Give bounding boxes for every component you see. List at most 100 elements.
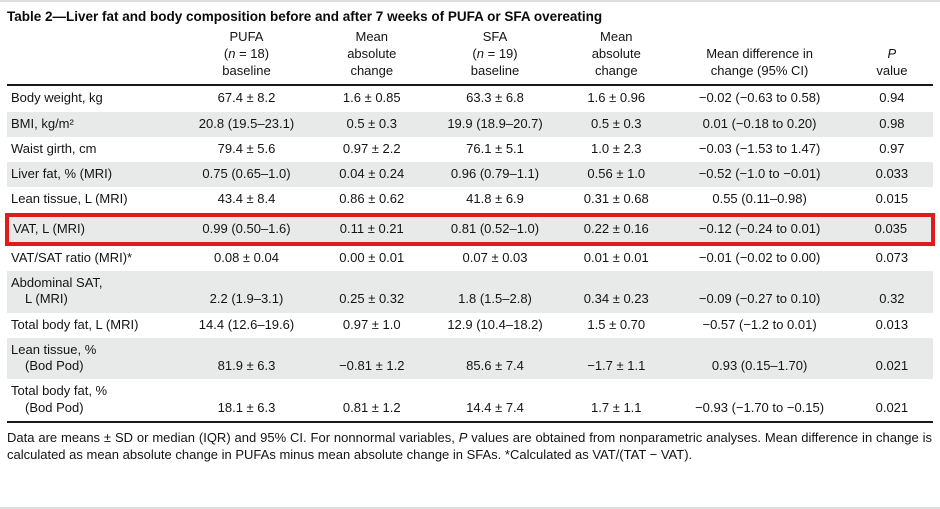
data-cell: 79.4 ± 5.6: [217, 140, 276, 156]
data-cell: 76.1 ± 5.1: [466, 140, 524, 156]
row-label: Total body fat, L (MRI): [11, 316, 139, 332]
data-cell: −0.03 (−1.53 to 1.47): [698, 140, 821, 156]
data-cell: 0.93 (0.15–1.70): [668, 337, 851, 380]
row-label: Waist girth, cm: [11, 140, 97, 156]
column-header-4: Mean absolute change: [564, 27, 669, 87]
data-cell: 0.021: [850, 337, 933, 380]
table-row: Liver fat, % (MRI) 0.75 (0.65–1.0) 0.04 ± …: [7, 162, 933, 188]
data-cell: 0.035: [850, 212, 936, 246]
data-cell: 0.01 (−0.18 to 0.20): [668, 111, 851, 137]
table-row: Waist girth, cm 79.4 ± 5.6 0.97 ± 2.2 76.1 …: [7, 137, 933, 162]
table-footnote: Data are means ± SD or median (IQR) and …: [7, 429, 932, 463]
data-cell: 0.015: [875, 191, 909, 207]
data-cell: 19.9 (18.9–20.7): [425, 111, 565, 137]
data-cell: 0.04 ± 0.24: [317, 162, 426, 188]
column-header-5: Mean difference in change (95% CI): [668, 27, 851, 87]
data-cell: 20.8 (19.5–23.1): [175, 111, 318, 137]
data-cell: −0.01 (−0.02 to 0.00): [698, 249, 821, 265]
data-cell: 0.22 ± 0.16: [564, 212, 669, 246]
table-row: VAT/SAT ratio (MRI)* 0.08 ± 0.04 0.00 ± 0.…: [7, 244, 933, 271]
data-cell: 0.01 ± 0.01: [583, 249, 649, 265]
data-cell: 0.55 (0.11–0.98): [712, 191, 807, 207]
table-row: BMI, kg/m² 20.8 (19.5–23.1) 0.5 ± 0.3 19.9 …: [7, 111, 933, 137]
data-cell: 0.021: [850, 379, 933, 423]
row-label: Lean tissue, % (Bod Pod): [7, 337, 176, 380]
data-cell: 0.81 (0.52–1.0): [425, 212, 565, 246]
data-cell: 0.32: [850, 271, 933, 313]
data-cell: 0.99 (0.50–1.6): [175, 212, 318, 246]
data-cell: 43.4 ± 8.4: [217, 191, 276, 207]
row-label: VAT/SAT ratio (MRI)*: [11, 249, 133, 265]
data-cell: 0.86 ± 0.62: [339, 191, 405, 207]
data-cell: 0.08 ± 0.04: [214, 249, 279, 265]
data-cell: 1.6 ± 0.85: [342, 90, 401, 106]
data-cell: 0.56 ± 1.0: [564, 162, 669, 188]
column-header-3: SFA (n = 19) baseline: [425, 27, 565, 87]
data-cell: 14.4 ± 7.4: [425, 379, 565, 423]
data-cell: 1.7 ± 1.1: [564, 379, 669, 423]
table-row: Total body fat, % (Bod Pod) 18.1 ± 6.3 0.81…: [7, 379, 933, 423]
data-cell: 63.3 ± 6.8: [466, 90, 524, 106]
data-cell: 14.4 (12.6–19.6): [198, 316, 295, 332]
table-title: Table 2—Liver fat and body composition b…: [7, 9, 603, 24]
data-cell: 0.96 (0.79–1.1): [425, 162, 565, 188]
data-cell: 12.9 (10.4–18.2): [447, 316, 543, 332]
data-cell: 0.94: [879, 90, 905, 106]
row-label: VAT, L (MRI): [4, 212, 176, 246]
data-cell: 0.34 ± 0.23: [564, 271, 669, 313]
data-cell: −0.02 (−0.63 to 0.58): [698, 90, 821, 106]
row-label: Liver fat, % (MRI): [7, 162, 176, 188]
data-cell: 2.2 (1.9–3.1): [175, 271, 318, 313]
table-row: Lean tissue, % (Bod Pod) 81.9 ± 6.3 −0.81 ±…: [7, 337, 933, 380]
column-header-2: Mean absolute change: [317, 27, 426, 87]
data-cell: −0.57 (−1.2 to 0.01): [702, 316, 817, 332]
header-row: PUFA (n = 18) baseline Mean absolute change SF…: [7, 27, 933, 87]
data-cell: 0.81 ± 1.2: [317, 379, 426, 423]
data-cell: 1.6 ± 0.96: [587, 90, 646, 106]
data-cell: 0.5 ± 0.3: [564, 111, 669, 137]
data-cell: −0.52 (−1.0 to −0.01): [668, 162, 851, 188]
row-label: Total body fat, % (Bod Pod): [7, 379, 176, 423]
row-label: Body weight, kg: [11, 90, 103, 106]
table-row: Abdominal SAT, L (MRI) 2.2 (1.9–3.1) 0.25 ±…: [7, 271, 933, 313]
data-cell: 1.8 (1.5–2.8): [425, 271, 565, 313]
table-row: Body weight, kg 67.4 ± 8.2 1.6 ± 0.85 63.3 …: [7, 85, 933, 111]
row-label: Lean tissue, L (MRI): [11, 191, 128, 207]
column-header-1: PUFA (n = 18) baseline: [175, 27, 318, 87]
table-row: Total body fat, L (MRI) 14.4 (12.6–19.6) 0…: [7, 313, 933, 338]
data-cell: 0.97 ± 2.2: [342, 140, 401, 156]
data-cell: 1.0 ± 2.3: [591, 140, 642, 156]
data-cell: 81.9 ± 6.3: [175, 337, 318, 380]
data-cell: −0.81 ± 1.2: [317, 337, 426, 380]
data-cell: 0.31 ± 0.68: [583, 191, 649, 207]
row-label: Abdominal SAT, L (MRI): [7, 271, 176, 313]
data-cell: −0.93 (−1.70 to −0.15): [668, 379, 851, 423]
table-body: Body weight, kg 67.4 ± 8.2 1.6 ± 0.85 63.3 …: [4, 85, 936, 423]
data-cell: 0.98: [850, 111, 933, 137]
data-cell: −1.7 ± 1.1: [564, 337, 669, 380]
data-cell: −0.09 (−0.27 to 0.10): [668, 271, 851, 313]
results-table: PUFA (n = 18) baseline Mean absolute change SF…: [4, 27, 936, 423]
data-cell: 18.1 ± 6.3: [175, 379, 318, 423]
table-row-highlighted: VAT, L (MRI) 0.99 (0.50–1.6) 0.11 ± 0.21 0.…: [4, 212, 936, 246]
data-cell: 0.00 ± 0.01: [339, 249, 405, 265]
data-cell: 41.8 ± 6.9: [466, 191, 524, 207]
data-cell: 0.013: [875, 316, 909, 332]
data-cell: 0.97: [879, 140, 905, 156]
data-cell: 0.033: [850, 162, 933, 188]
row-label-column-header: [7, 27, 176, 87]
row-label: BMI, kg/m²: [7, 111, 176, 137]
data-cell: 1.5 ± 0.70: [587, 316, 646, 332]
data-cell: 67.4 ± 8.2: [217, 90, 276, 106]
data-cell: 0.11 ± 0.21: [317, 212, 426, 246]
data-cell: 0.25 ± 0.32: [317, 271, 426, 313]
data-cell: 0.5 ± 0.3: [317, 111, 426, 137]
data-cell: −0.12 (−0.24 to 0.01): [668, 212, 851, 246]
data-cell: 0.07 ± 0.03: [462, 249, 528, 265]
table-row: Lean tissue, L (MRI) 43.4 ± 8.4 0.86 ± 0.6…: [7, 187, 933, 214]
data-cell: 0.97 ± 1.0: [342, 316, 401, 332]
data-cell: 85.6 ± 7.4: [425, 337, 565, 380]
data-cell: 0.073: [875, 249, 909, 265]
data-cell: 0.75 (0.65–1.0): [175, 162, 318, 188]
